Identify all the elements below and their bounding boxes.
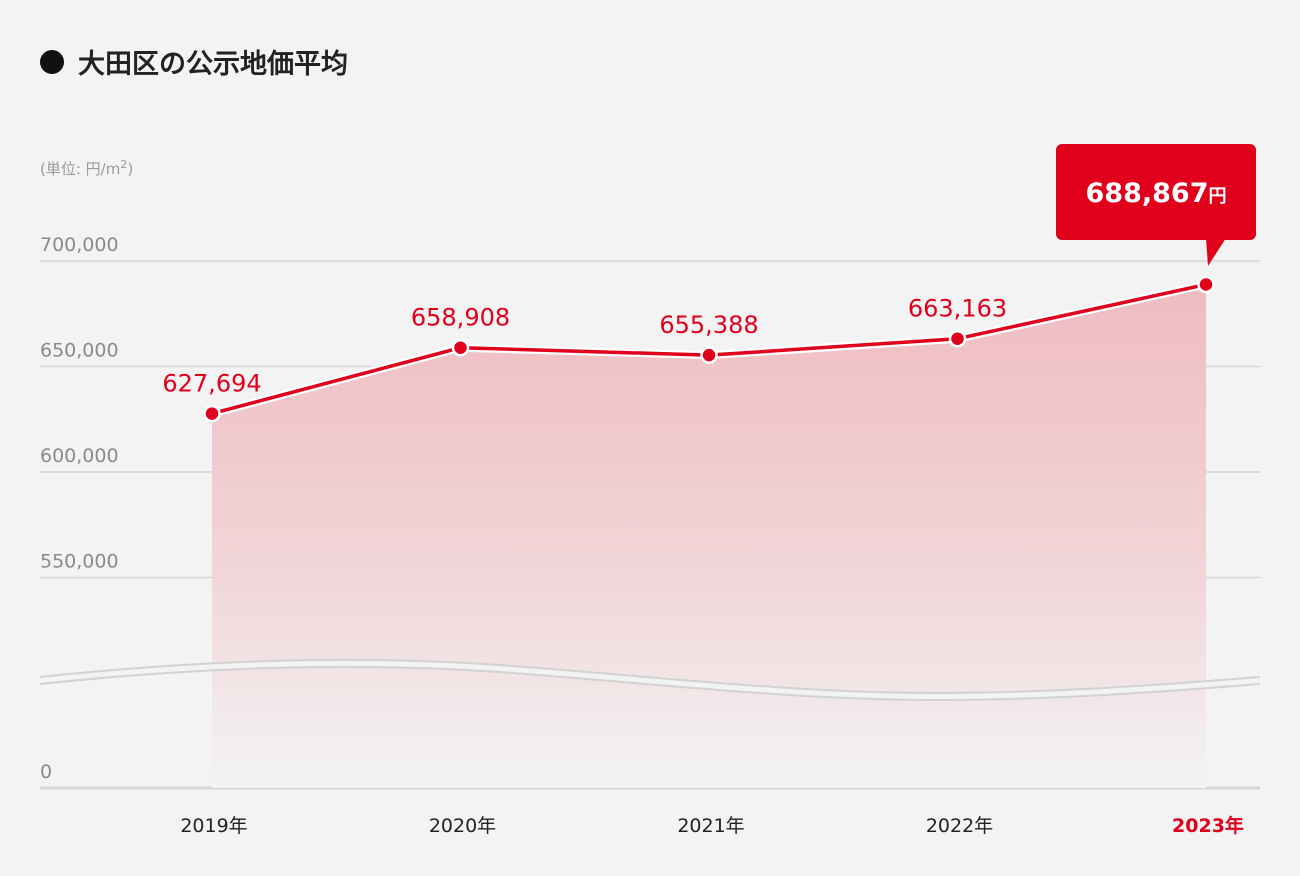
data-point [700,346,718,364]
unit-label: (単位: 円/m2) [40,158,133,179]
axis-break [39,658,1261,702]
x-tick-label: 2019年 [180,815,247,837]
line-layer [203,275,1215,423]
axis-break-band [40,659,1260,701]
data-point [451,338,470,357]
data-point [948,329,967,348]
y-tick-label: 600,000 [40,445,119,467]
data-point [1197,275,1215,294]
data-label: 627,694 [162,370,261,398]
data-point [203,404,221,423]
x-tick-label: 2022年 [926,815,993,837]
label-layer: 627,694 658,908 655,388 663,163 [162,295,1007,398]
y-tick-label: 550,000 [40,551,119,573]
data-label: 658,908 [411,304,510,332]
callout-unit: 円 [1208,186,1226,207]
y-tick-label: 0 [40,761,52,783]
axis-break-line-top [39,658,1261,695]
bullet-dot-icon [40,49,64,74]
y-tick-label: 650,000 [40,340,119,362]
data-label: 663,163 [908,295,1007,323]
unit-label-close: ) [127,160,134,178]
x-axis: 2019年 2020年 2021年 2022年 2023年 [180,814,1244,837]
chart-title: 大田区の公示地価平均 [40,42,348,81]
highlight-callout: 688,867円 [1056,144,1256,266]
x-tick-label: 2023年 [1172,814,1244,837]
x-tick-label: 2020年 [429,815,496,837]
axis-break-line-bottom [39,665,1261,702]
x-tick-label: 2021年 [677,815,744,837]
callout-value: 688,867円 [1086,178,1227,209]
chart-title-text: 大田区の公示地価平均 [78,49,348,80]
callout-pointer [1206,238,1226,266]
callout-box [1056,144,1256,240]
data-label: 655,388 [659,311,758,339]
callout-number: 688,867 [1086,178,1209,209]
y-tick-label: 700,000 [40,234,119,256]
unit-label-text: (単位: 円/m [40,160,121,178]
unit-superscript: 2 [120,158,128,171]
